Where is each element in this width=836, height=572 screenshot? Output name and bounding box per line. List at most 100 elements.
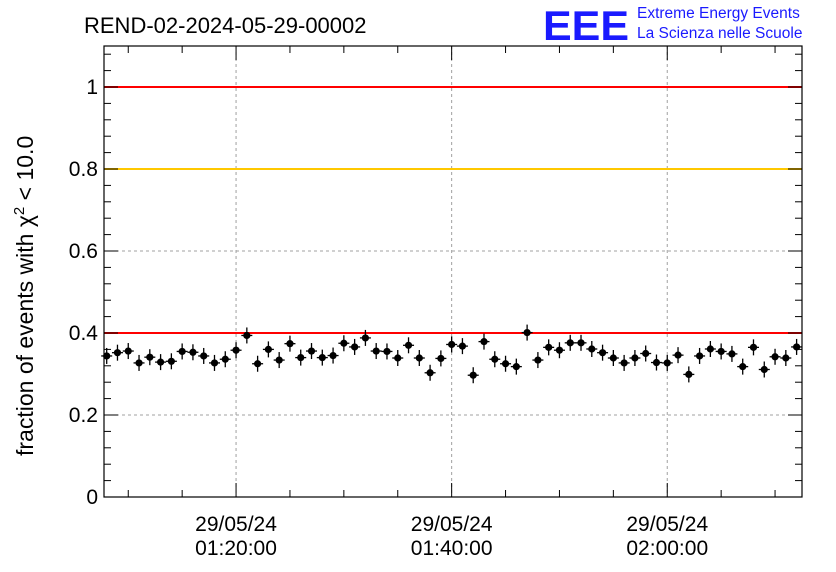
y-tick-label: 1 (86, 76, 98, 99)
data-point (262, 341, 274, 358)
point-marker (156, 358, 165, 366)
point-marker (318, 354, 326, 362)
x-tick-time-label: 01:20:00 (195, 537, 277, 560)
data-point (586, 340, 598, 357)
data-point (241, 327, 253, 344)
data-point (198, 347, 210, 364)
point-marker (404, 341, 413, 349)
data-point (575, 334, 587, 351)
data-point (564, 334, 576, 351)
point-marker (652, 358, 661, 367)
point-marker (663, 359, 671, 367)
data-point (435, 350, 447, 367)
data-point (510, 358, 522, 375)
point-marker (728, 350, 736, 358)
plot-frame (103, 45, 803, 498)
y-tick-label: 0 (86, 486, 98, 509)
data-point (629, 350, 641, 367)
data-point (101, 347, 113, 364)
data-point (392, 350, 404, 367)
data-point (704, 340, 716, 357)
point-marker (340, 339, 348, 347)
data-point (672, 347, 684, 364)
chart-title: REND-02-2024-05-29-00002 (84, 13, 367, 38)
point-marker (491, 355, 499, 363)
data-point (252, 355, 264, 372)
point-marker (113, 349, 122, 357)
point-marker (469, 371, 477, 379)
data-point (111, 344, 123, 361)
point-marker (771, 353, 779, 361)
data-point (791, 338, 803, 355)
point-marker (437, 354, 445, 363)
point-marker (642, 349, 650, 358)
point-marker (739, 363, 747, 371)
point-marker (620, 359, 628, 367)
data-point (370, 343, 382, 360)
data-point (618, 354, 630, 371)
data-point (273, 352, 285, 369)
x-tick-time-label: 02:00:00 (626, 537, 708, 560)
data-point (424, 364, 436, 381)
data-point (284, 335, 296, 352)
eee-logo: EEE Extreme Energy Events La Scienza nel… (543, 2, 802, 49)
point-marker (749, 343, 758, 351)
data-point (467, 367, 479, 384)
x-tick-date-label: 29/05/24 (195, 513, 277, 536)
point-marker (598, 349, 607, 357)
data-point (489, 351, 501, 368)
point-marker (501, 360, 510, 368)
data-point (187, 344, 199, 361)
point-marker (534, 356, 542, 364)
point-marker (415, 354, 423, 362)
data-point (133, 354, 145, 371)
y-tick-label: 0.4 (69, 322, 99, 345)
point-marker (685, 370, 693, 379)
data-point (726, 345, 738, 362)
logo-line-1: Extreme Energy Events (637, 5, 800, 22)
data-point (413, 350, 425, 367)
logo-line-2: La Scienza nelle Scuole (637, 25, 802, 42)
point-marker (760, 365, 768, 374)
point-marker (394, 354, 402, 362)
axes: 00.20.40.60.8129/05/2401:20:0029/05/2401… (69, 46, 802, 560)
data-point (176, 343, 188, 360)
point-marker (189, 348, 197, 356)
point-marker (609, 354, 617, 362)
data-point (780, 350, 792, 367)
point-marker (372, 347, 380, 355)
data-point (661, 354, 673, 371)
data-point (521, 324, 533, 341)
point-marker (178, 347, 186, 356)
grid-lines (104, 46, 802, 497)
point-marker (793, 343, 801, 351)
point-marker (782, 354, 790, 362)
data-point (316, 349, 328, 366)
point-marker (555, 346, 564, 354)
point-marker (351, 343, 359, 351)
x-tick-time-label: 01:40:00 (411, 537, 493, 560)
data-point (769, 348, 781, 365)
data-point (327, 347, 339, 364)
data-point (683, 366, 695, 383)
point-marker (103, 352, 111, 360)
data-point (553, 342, 565, 359)
point-marker (361, 334, 370, 342)
data-point (144, 349, 156, 366)
point-marker (124, 347, 132, 355)
point-marker (566, 339, 574, 347)
point-marker (480, 338, 488, 346)
data-point (607, 350, 619, 367)
point-marker (275, 356, 283, 364)
point-marker (512, 363, 520, 371)
data-point (122, 343, 134, 360)
data-point (758, 361, 770, 378)
point-marker (588, 345, 596, 353)
data-point (155, 354, 167, 371)
point-marker (146, 353, 154, 361)
data-point (165, 353, 177, 370)
point-marker (210, 359, 219, 367)
point-marker (135, 359, 143, 367)
point-marker (297, 354, 305, 362)
